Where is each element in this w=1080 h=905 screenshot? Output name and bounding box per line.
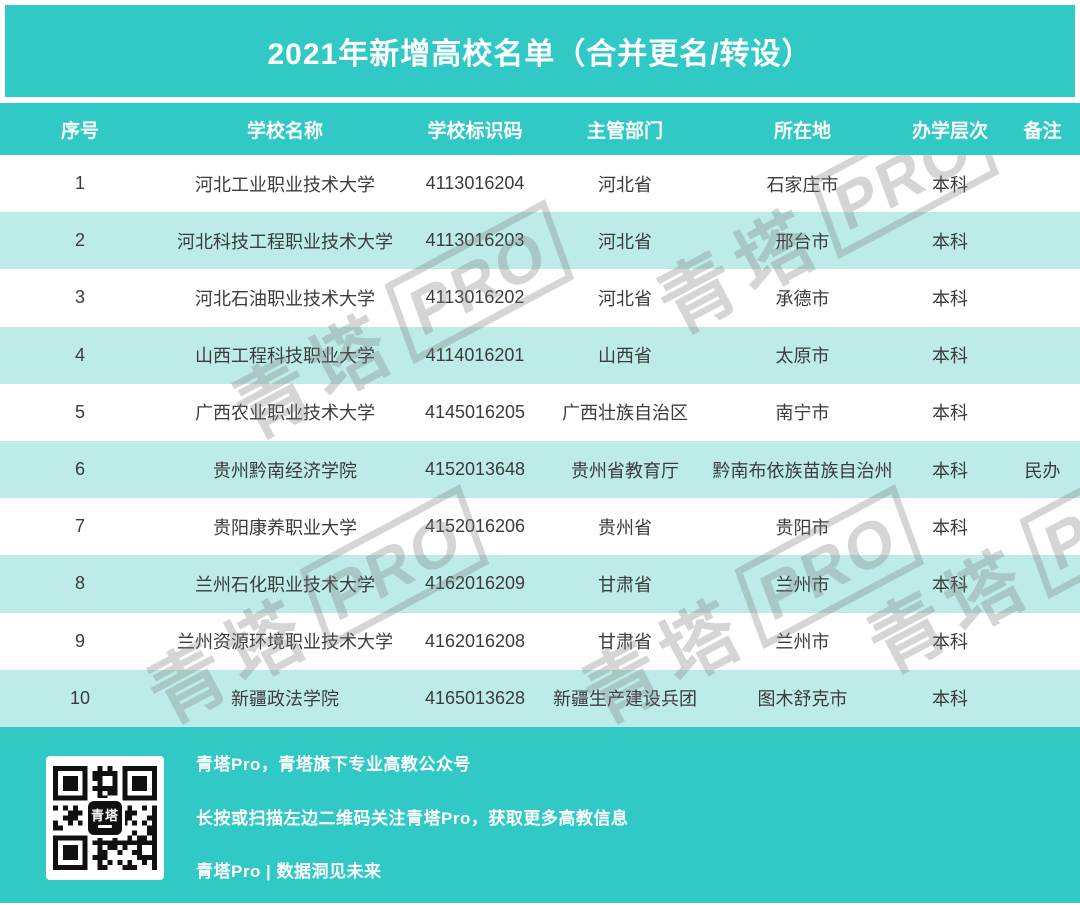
table-cell: 河北科技工程职业技术大学: [177, 231, 393, 252]
page-title: 2021年新增高校名单（合并更名/转设）: [267, 38, 813, 71]
table-cell: 黔南布依族苗族自治州: [712, 460, 893, 481]
table-row: 9 兰州资源环境职业技术大学 4162016208 甘肃省 兰州市 本科: [0, 612, 1080, 670]
table-cell: 本科: [932, 346, 968, 367]
column-header: 所在地: [773, 120, 831, 142]
column-header: 办学层次: [911, 120, 988, 142]
table-cell: 本科: [932, 689, 968, 710]
table-cell: 4145016205: [424, 401, 526, 422]
table-cell: 4152016206: [424, 516, 526, 537]
table-row: 7 贵阳康养职业大学 4152016206 贵州省 贵阳市 本科: [0, 498, 1080, 556]
table-cell: 山西工程科技职业大学: [195, 346, 375, 367]
table-cell: 7: [74, 516, 85, 537]
table-row: 5 广西农业职业技术大学 4145016205 广西壮族自治区 南宁市 本科: [0, 383, 1080, 441]
column-header: 学校名称: [246, 120, 323, 142]
table-row: 4 山西工程科技职业大学 4114016201 山西省 太原市 本科: [0, 326, 1080, 384]
title-banner: 2021年新增高校名单（合并更名/转设）: [5, 5, 1075, 97]
table-cell: 本科: [932, 632, 968, 653]
table-cell: 河北省: [598, 288, 652, 309]
table-cell: 兰州资源环境职业技术大学: [177, 632, 393, 653]
table-cell: 4: [74, 344, 85, 365]
qr-code: 青塔: [46, 756, 164, 880]
table-cell: 4113016202: [425, 287, 525, 308]
table-body: 1 河北工业职业技术大学 4113016204 河北省 石家庄市 本科 2 河北科技工程职业技…: [0, 155, 1080, 727]
table-cell: 本科: [932, 174, 968, 195]
table-cell: 本科: [932, 403, 968, 424]
table-cell: 5: [74, 401, 85, 422]
table-cell: 承德市: [775, 288, 830, 309]
table-cell: 4162016209: [424, 573, 526, 594]
table-row: 8 兰州石化职业技术大学 4162016209 甘肃省 兰州市 本科: [0, 555, 1080, 613]
table-cell: 8: [74, 573, 85, 594]
table-cell: 贵阳康养职业大学: [213, 517, 357, 538]
table-cell: 甘肃省: [598, 574, 652, 595]
table-cell: 新疆政法学院: [231, 689, 339, 710]
table-cell: 本科: [932, 517, 968, 538]
table-cell: 4113016203: [425, 230, 525, 251]
table-cell: 邢台市: [775, 231, 830, 252]
table-header: 序号 学校名称 学校标识码 主管部门 所在地 办学层次 备注: [0, 103, 1080, 155]
table-cell: 河北石油职业技术大学: [195, 288, 375, 309]
footer-line: 青塔Pro，青塔旗下专业高教公众号: [196, 755, 471, 774]
table-cell: 山西省: [598, 346, 652, 367]
table-cell: 6: [74, 459, 85, 480]
table-cell: 贵州省教育厅: [571, 460, 679, 481]
table-cell: 贵州省: [598, 517, 652, 538]
table-row: 2 河北科技工程职业技术大学 4113016203 河北省 邢台市 本科: [0, 212, 1080, 270]
column-header: 备注: [1023, 120, 1062, 142]
table-cell: 2: [74, 230, 85, 251]
table-cell: 本科: [932, 574, 968, 595]
table-cell: 4165013628: [424, 687, 526, 708]
table-cell: 本科: [932, 288, 968, 309]
footer-text: 青塔Pro，青塔旗下专业高教公众号 长按或扫描左边二维码关注青塔Pro，获取更多…: [196, 750, 628, 882]
footer-line: 长按或扫描左边二维码关注青塔Pro，获取更多高教信息: [196, 808, 629, 828]
column-header: 序号: [60, 120, 99, 142]
footer-line: 青塔Pro | 数据洞见未来: [196, 862, 382, 881]
table-cell: 图木舒克市: [757, 689, 848, 710]
table-cell: 兰州市: [775, 632, 830, 653]
table-cell: 民办: [1024, 460, 1061, 481]
table-cell: 4114016201: [425, 344, 525, 365]
table-cell: 甘肃省: [598, 632, 652, 653]
table-cell: 河北省: [598, 174, 652, 195]
table-cell: 3: [74, 287, 85, 308]
qingta-logo: 青塔: [85, 798, 125, 838]
table-cell: 1: [74, 173, 85, 194]
table-cell: 兰州市: [775, 574, 830, 595]
table-row: 6 贵州黔南经济学院 4152013648 贵州省教育厅 黔南布依族苗族自治州 本科 民办: [0, 440, 1080, 499]
column-header: 主管部门: [586, 120, 663, 142]
table-cell: 贵州黔南经济学院: [213, 460, 357, 481]
table-row: 3 河北石油职业技术大学 4113016202 河北省 承德市 本科: [0, 269, 1080, 327]
table-cell: 河北省: [598, 231, 652, 252]
column-header: 学校标识码: [427, 120, 523, 142]
table-cell: 4162016208: [424, 630, 526, 651]
table-cell: 本科: [932, 231, 968, 252]
table-cell: 兰州石化职业技术大学: [195, 574, 375, 595]
table-cell: 广西壮族自治区: [562, 403, 688, 424]
table-cell: 贵阳市: [775, 517, 830, 538]
table-cell: 广西农业职业技术大学: [195, 403, 375, 424]
table-cell: 10: [69, 687, 91, 708]
table-cell: 本科: [932, 460, 968, 481]
table-cell: 太原市: [775, 346, 830, 367]
table-row: 10 新疆政法学院 4165013628 新疆生产建设兵团 图木舒克市 本科: [0, 669, 1080, 727]
table-cell: 南宁市: [775, 403, 830, 424]
table-cell: 新疆生产建设兵团: [553, 689, 697, 710]
table-cell: 4113016204: [425, 173, 525, 194]
table-row: 1 河北工业职业技术大学 4113016204 河北省 石家庄市 本科: [0, 155, 1080, 213]
table-cell: 9: [74, 630, 85, 651]
footer: 青塔 青塔Pro，青塔旗下专业高教公众号 长按或扫描左边二维码关注青塔Pro，获…: [0, 727, 1080, 903]
table-cell: 4152013648: [424, 459, 526, 480]
table-cell: 河北工业职业技术大学: [195, 174, 375, 195]
table-cell: 石家庄市: [766, 174, 839, 195]
